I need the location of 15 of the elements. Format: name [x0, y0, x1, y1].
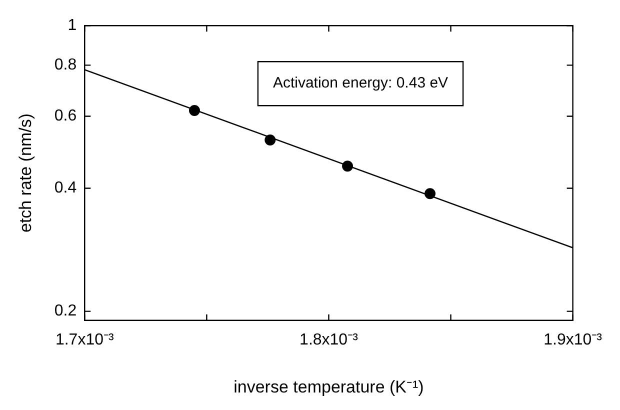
point [342, 160, 354, 172]
y-axis-title: etch rate (nm/s) [16, 113, 35, 233]
y-tick-label: 0.6 [54, 108, 77, 125]
x-tick-label: 1.8x10⁻³ [300, 331, 359, 348]
y-tick-label: 0.4 [54, 180, 77, 197]
y-tick-label: 1 [68, 17, 77, 34]
x-tick-label: 1.7x10⁻³ [55, 331, 114, 348]
point [264, 134, 276, 146]
x-tick-label: 1.9x10⁻³ [544, 331, 603, 348]
y-tick-label: 0.8 [54, 56, 77, 74]
x-axis-title: inverse temperature (K⁻¹) [234, 377, 424, 396]
point [188, 104, 200, 116]
annotation: Activation energy: 0.43 eV [272, 74, 448, 92]
point [424, 188, 436, 200]
y-tick-label: 0.2 [54, 302, 77, 320]
